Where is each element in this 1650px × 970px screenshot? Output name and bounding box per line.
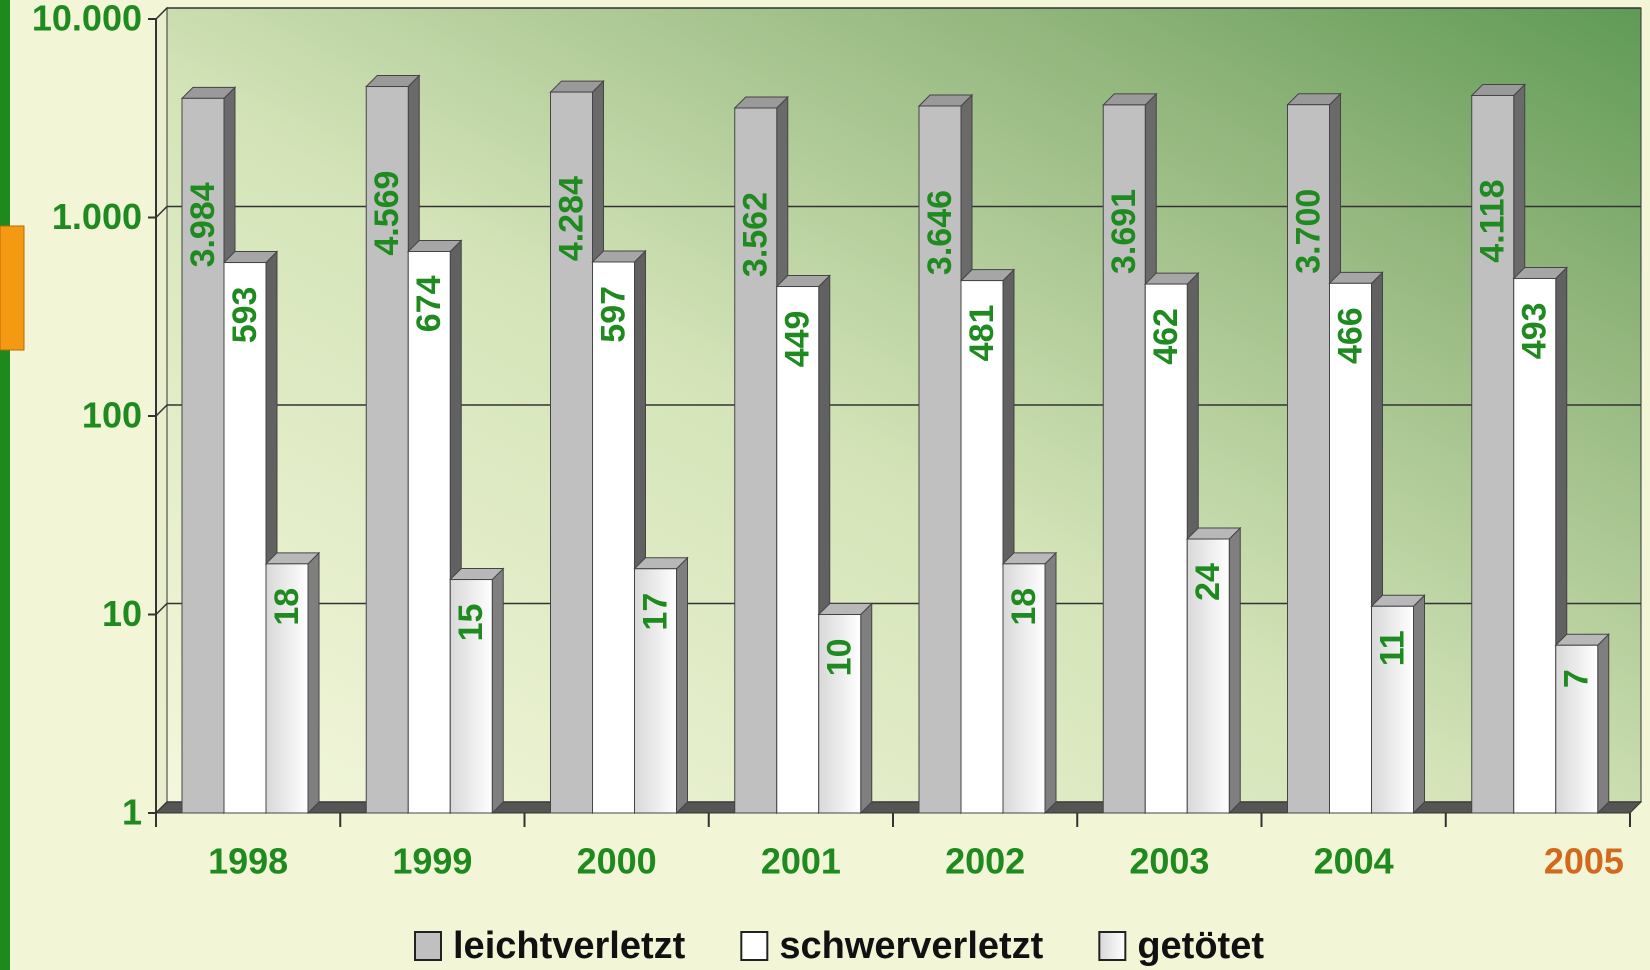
bar-side [1413, 594, 1425, 815]
legend-label: leichtverletzt [453, 925, 686, 967]
value-label: 18 [268, 588, 306, 626]
bar [1370, 594, 1426, 815]
value-label: 17 [636, 593, 674, 631]
value-label: 449 [779, 311, 817, 368]
bar [775, 274, 831, 815]
y-tick-label: 10 [102, 593, 142, 634]
value-label: 493 [1516, 302, 1554, 359]
value-label: 4.118 [1474, 179, 1512, 262]
bar-front [592, 261, 635, 814]
bar-front [818, 614, 862, 814]
value-label: 4.569 [368, 171, 406, 256]
x-tick-label: 1999 [392, 841, 472, 882]
bar [1512, 266, 1568, 815]
bar-front [1102, 104, 1146, 814]
bar-front [223, 262, 267, 814]
value-label: 24 [1189, 563, 1227, 601]
bar [1001, 551, 1058, 815]
y-tick-label: 10.000 [32, 0, 142, 39]
bar-front [776, 286, 820, 814]
bar-side [1044, 551, 1057, 815]
bar [633, 556, 689, 815]
grid-line [155, 7, 1641, 20]
bar-side [1597, 633, 1610, 815]
bar-front [181, 97, 225, 814]
bar-front [1186, 538, 1230, 814]
bar-side [1228, 526, 1241, 815]
legend-label: schwerverletzt [779, 925, 1043, 967]
bar-front [1287, 104, 1330, 814]
value-label: 597 [594, 286, 632, 343]
y-tick-label: 1 [122, 792, 142, 833]
x-tick-label: 2005 [1544, 841, 1624, 882]
x-tick-label: 2003 [1129, 841, 1209, 882]
bar [264, 551, 321, 815]
y-tick-label: 1.000 [52, 196, 142, 237]
bar [817, 602, 873, 815]
legend-swatch [1098, 931, 1127, 961]
bar-front [1555, 644, 1599, 814]
bar-front [960, 280, 1004, 814]
value-label: 3.700 [1289, 189, 1327, 274]
bar [1554, 633, 1610, 815]
value-label: 481 [963, 305, 1001, 362]
legend-swatch [740, 931, 769, 961]
bar [917, 93, 974, 815]
value-label: 18 [1005, 588, 1043, 626]
value-label: 15 [452, 604, 490, 642]
value-label: 593 [226, 287, 264, 344]
bar-front [1329, 282, 1372, 814]
value-label: 3.691 [1105, 189, 1143, 274]
value-label: 7 [1558, 669, 1596, 688]
x-tick-label: 2001 [761, 841, 841, 882]
bar-front [550, 91, 593, 814]
value-label: 11 [1373, 630, 1411, 666]
bar-front [1002, 563, 1046, 814]
y-tick-label: 100 [82, 395, 142, 436]
value-label: 3.984 [184, 182, 222, 267]
bar-front [918, 105, 962, 814]
x-tick-label: 2002 [945, 841, 1025, 882]
bar [1328, 271, 1384, 815]
value-label: 466 [1331, 307, 1369, 364]
bar [222, 250, 279, 815]
bar-side [307, 551, 320, 815]
legend-label: getötet [1137, 925, 1264, 967]
bar-front [365, 86, 409, 814]
x-tick-label: 1998 [208, 841, 288, 882]
bar-front [634, 568, 677, 814]
bar-front [1371, 605, 1414, 814]
x-tick-label: 2000 [577, 841, 657, 882]
value-label: 10 [821, 639, 859, 677]
value-label: 674 [410, 275, 448, 332]
legend-swatch [414, 931, 442, 961]
value-label: 462 [1147, 308, 1185, 365]
bar [449, 567, 505, 815]
value-label: 3.646 [921, 190, 959, 275]
bar-front [1513, 277, 1557, 814]
bar-front [265, 563, 309, 814]
side-stripe [0, 0, 10, 970]
bar-side [860, 602, 873, 815]
bar [1186, 526, 1242, 815]
side-tab [0, 225, 25, 351]
bar-front [407, 251, 451, 814]
x-tick-label: 2004 [1314, 841, 1394, 882]
value-label: 3.562 [737, 192, 775, 277]
bar-front [449, 579, 493, 814]
value-label: 4.284 [552, 176, 590, 261]
bar-side [491, 567, 504, 815]
bar-side [676, 556, 688, 815]
